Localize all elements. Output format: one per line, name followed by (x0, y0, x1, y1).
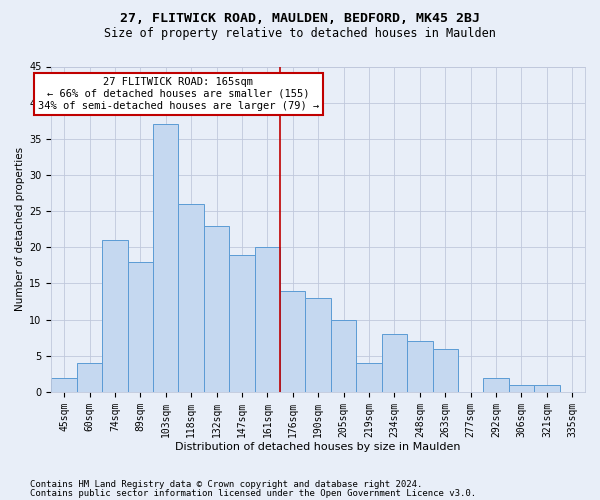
Text: 27, FLITWICK ROAD, MAULDEN, BEDFORD, MK45 2BJ: 27, FLITWICK ROAD, MAULDEN, BEDFORD, MK4… (120, 12, 480, 26)
Bar (534, 384, 560, 392)
Bar (356, 363, 382, 392)
Bar (509, 384, 534, 392)
Text: Contains public sector information licensed under the Open Government Licence v3: Contains public sector information licen… (30, 488, 476, 498)
Bar (77, 363, 102, 392)
Bar (254, 248, 280, 392)
Bar (484, 378, 509, 392)
Bar (305, 298, 331, 392)
Bar (433, 348, 458, 392)
Bar (52, 378, 77, 392)
Bar (407, 342, 433, 392)
Bar (204, 226, 229, 392)
Bar (382, 334, 407, 392)
Bar (331, 320, 356, 392)
Bar (153, 124, 178, 392)
Bar (178, 204, 204, 392)
Text: Contains HM Land Registry data © Crown copyright and database right 2024.: Contains HM Land Registry data © Crown c… (30, 480, 422, 489)
Y-axis label: Number of detached properties: Number of detached properties (15, 147, 25, 312)
Text: 27 FLITWICK ROAD: 165sqm
← 66% of detached houses are smaller (155)
34% of semi-: 27 FLITWICK ROAD: 165sqm ← 66% of detach… (38, 78, 319, 110)
Bar (280, 290, 305, 392)
Bar (102, 240, 128, 392)
Bar (128, 262, 153, 392)
Text: Size of property relative to detached houses in Maulden: Size of property relative to detached ho… (104, 28, 496, 40)
X-axis label: Distribution of detached houses by size in Maulden: Distribution of detached houses by size … (175, 442, 461, 452)
Bar (229, 254, 254, 392)
